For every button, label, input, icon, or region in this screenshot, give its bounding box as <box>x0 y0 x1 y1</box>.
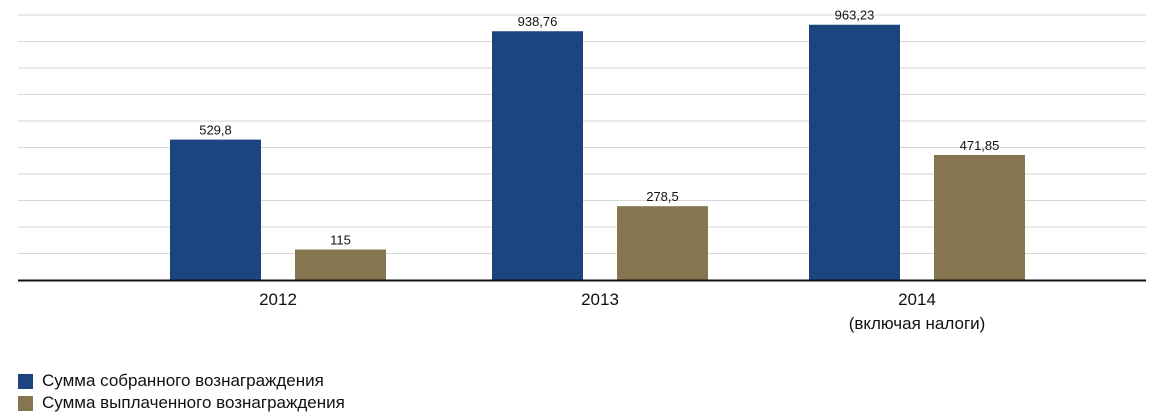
bar-2014-series-1 <box>934 154 1025 280</box>
legend-label-collected: Сумма собранного вознаграждения <box>42 371 324 390</box>
bar-2013-series-0 <box>492 31 583 280</box>
data-label-2013-series-1: 278,5 <box>646 189 679 204</box>
data-label-2013-series-0: 938,76 <box>518 14 558 29</box>
bar-chart: 529,8 115 938,76 278,5 963,23 471,85 2012 2013… <box>18 8 1146 333</box>
data-label-2012-series-0: 529,8 <box>199 123 232 138</box>
bar-2012-series-0 <box>170 139 261 280</box>
data-label-2012-series-1: 115 <box>330 233 351 248</box>
bars <box>170 24 1025 280</box>
legend-item-collected: Сумма собранного вознаграждения <box>18 370 345 392</box>
bar-2013-series-1 <box>617 206 708 280</box>
x-tick-labels: 2012 2013 2014 (включая налоги) <box>259 290 985 333</box>
legend-item-paid: Сумма выплаченного вознаграждения <box>18 392 345 414</box>
data-label-2014-series-0: 963,23 <box>835 8 875 23</box>
bar-2012-series-1 <box>295 249 386 280</box>
bar-2014-series-0 <box>809 24 900 280</box>
x-tick-label-2013: 2013 <box>581 290 619 309</box>
legend: Сумма собранного вознаграждения Сумма вы… <box>18 370 345 414</box>
x-tick-label-2012: 2012 <box>259 290 297 309</box>
x-tick-sublabel-2014: (включая налоги) <box>849 314 986 333</box>
data-label-2014-series-1: 471,85 <box>960 138 1000 153</box>
legend-label-paid: Сумма выплаченного вознаграждения <box>42 393 345 412</box>
legend-swatch-paid <box>18 395 33 411</box>
legend-swatch-collected <box>18 373 33 389</box>
x-tick-label-2014: 2014 <box>898 290 936 309</box>
data-labels: 529,8 115 938,76 278,5 963,23 471,85 <box>199 8 999 248</box>
